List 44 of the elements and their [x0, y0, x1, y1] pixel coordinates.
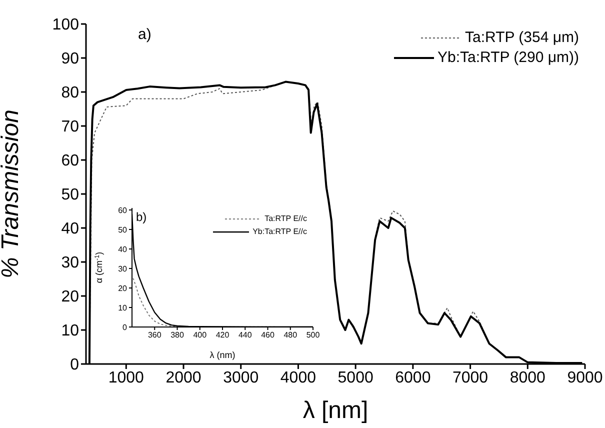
x-tick-label: 6000	[395, 369, 431, 386]
y-tick-label: 0	[122, 322, 128, 332]
x-tick-label: 360	[148, 330, 162, 340]
x-tick-label: 4000	[280, 369, 316, 386]
y-tick-label: 60	[118, 206, 128, 215]
y-tick-label: 60	[61, 152, 80, 170]
x-tick-label: 400	[193, 330, 208, 340]
annotation: a)	[138, 26, 152, 43]
x-tick-label: 5000	[338, 369, 374, 386]
annotation: b)	[136, 210, 147, 224]
x-tick-label: 9000	[567, 369, 603, 386]
x-axis-title: λ (nm)	[210, 350, 236, 360]
legend-label: Yb:Ta:RTP E//c	[252, 226, 307, 238]
legend-label: Yb:Ta:RTP (290 μm))	[438, 48, 579, 68]
y-tick-label: 50	[61, 186, 80, 204]
x-tick-label: 8000	[510, 369, 546, 386]
y-tick-label: 40	[118, 244, 128, 254]
x-tick-label: 1000	[108, 369, 144, 386]
x-tick-label: 2000	[166, 369, 202, 386]
legend-label: Ta:RTP E//c	[264, 213, 307, 225]
x-tick-label: 7000	[452, 369, 488, 386]
x-tick-label: 460	[261, 330, 275, 340]
x-tick-label: 420	[216, 330, 230, 340]
x-axis-title: λ [nm]	[302, 397, 368, 424]
y-tick-label: 30	[118, 264, 128, 274]
y-tick-label: 70	[61, 118, 80, 136]
x-tick-label: 440	[238, 330, 252, 340]
y-tick-label: 80	[61, 84, 80, 102]
y-tick-label: 10	[61, 322, 80, 340]
y-axis-title: % Transmission	[0, 110, 24, 278]
x-tick-label: 480	[284, 330, 298, 340]
x-tick-label: 380	[170, 330, 184, 340]
y-tick-label: 50	[118, 225, 128, 234]
x-tick-label: 500	[306, 330, 320, 340]
legend-label: Ta:RTP (354 μm)	[465, 28, 579, 48]
y-tick-label: 20	[61, 288, 80, 306]
y-tick-label: 90	[61, 50, 80, 68]
x-tick-label: 3000	[223, 369, 259, 386]
y-tick-label: 40	[61, 220, 80, 238]
y-tick-label: 20	[118, 284, 128, 293]
y-tick-label: 100	[52, 16, 80, 34]
y-tick-label: 10	[118, 303, 128, 312]
y-tick-label: 30	[61, 254, 80, 272]
y-tick-label: 0	[70, 356, 80, 374]
